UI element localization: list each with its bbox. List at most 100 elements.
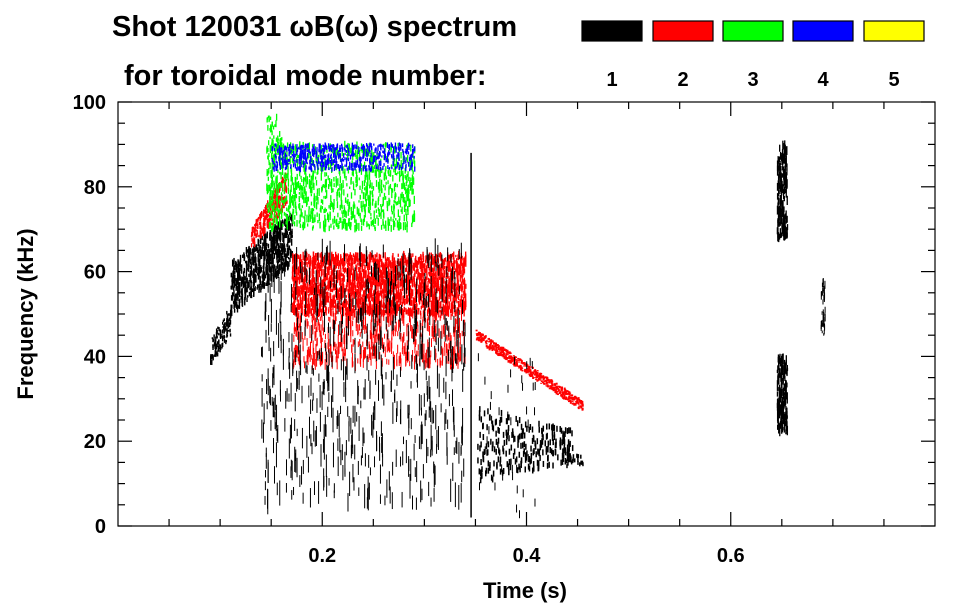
spectral-mark <box>246 263 248 270</box>
spectral-mark <box>263 282 266 289</box>
spectral-mark <box>365 148 368 151</box>
spectral-mark <box>338 221 340 225</box>
spectral-mark <box>301 178 303 183</box>
spectral-mark <box>276 164 279 168</box>
spectral-mark <box>455 286 458 291</box>
spectral-mark <box>371 182 373 189</box>
spectral-mark <box>391 144 394 148</box>
spectral-mark <box>215 336 217 340</box>
spectral-mark <box>346 167 348 171</box>
spectral-mark <box>276 180 278 185</box>
spectral-mark <box>342 283 345 290</box>
spectral-mark <box>364 258 367 263</box>
spectral-mark <box>249 249 252 255</box>
spectral-mark <box>409 285 412 290</box>
spectral-mark <box>345 150 347 153</box>
spectral-mark <box>329 143 331 147</box>
spectral-mark <box>258 283 260 291</box>
spectral-mark <box>258 269 260 278</box>
spectral-mark <box>325 307 328 311</box>
spectral-mark <box>359 156 362 162</box>
spectral-mark <box>277 148 279 153</box>
spectral-mark <box>403 154 405 161</box>
spectral-mark <box>309 152 312 159</box>
spectral-mark <box>397 226 400 230</box>
spectral-mark <box>373 210 375 219</box>
spectral-mark <box>419 287 421 292</box>
spectral-mark <box>266 223 268 228</box>
spectral-mark <box>452 297 454 303</box>
spectral-mark <box>312 251 315 259</box>
spectral-mark <box>342 287 344 296</box>
spectral-mark <box>330 271 332 279</box>
spectral-mark <box>395 286 397 292</box>
spectral-mark <box>349 287 351 293</box>
spectral-mark <box>281 172 284 175</box>
spectral-mark <box>420 279 423 288</box>
spectral-mark <box>312 160 314 166</box>
spectral-mark <box>318 262 321 268</box>
spectral-mark <box>242 254 244 258</box>
spectral-mark <box>438 276 441 280</box>
spectral-mark <box>316 192 318 201</box>
spectral-mark <box>459 274 461 282</box>
spectral-mark <box>214 339 216 343</box>
spectral-mark <box>366 262 369 271</box>
spectral-mark <box>254 258 256 261</box>
spectral-mark <box>398 146 400 151</box>
spectral-mark <box>366 287 368 291</box>
spectral-mark <box>351 211 353 220</box>
spectral-mark <box>436 255 438 263</box>
spectral-mark <box>325 179 327 188</box>
spectral-mark <box>351 163 353 168</box>
spectral-mark <box>273 155 276 159</box>
spectral-mark <box>324 162 327 166</box>
spectral-mark <box>322 256 324 265</box>
spectral-mark <box>344 175 346 179</box>
mode-4-activity <box>271 142 416 173</box>
spectral-mark <box>284 182 287 187</box>
spectral-mark <box>305 165 307 170</box>
spectral-mark <box>279 157 282 164</box>
spectral-mark <box>382 165 384 171</box>
spectral-mark <box>311 144 314 148</box>
spectral-mark <box>295 181 297 190</box>
spectral-mark <box>393 261 395 266</box>
spectral-mark <box>383 279 385 286</box>
spectral-mark <box>276 199 278 208</box>
spectral-mark <box>346 222 348 231</box>
spectral-mark <box>292 145 295 151</box>
spectral-mark <box>278 268 280 274</box>
spectral-mark <box>324 224 326 233</box>
spectral-mark <box>433 305 435 310</box>
spectral-mark <box>455 254 457 258</box>
spectral-mark <box>264 227 266 230</box>
spectral-mark <box>291 153 293 157</box>
spectral-mark <box>296 147 299 152</box>
spectral-mark <box>219 344 222 350</box>
spectral-mark <box>304 153 307 159</box>
spectral-mark <box>233 257 235 265</box>
spectral-mark <box>281 147 283 150</box>
spectral-mark <box>255 244 258 252</box>
spectral-mark <box>303 177 306 181</box>
spectral-mark <box>372 296 374 300</box>
spectral-mark <box>329 264 331 269</box>
spectral-mark <box>366 303 368 307</box>
spectral-mark <box>347 258 349 263</box>
spectral-mark <box>355 264 357 272</box>
spectral-mark <box>304 188 306 192</box>
spectral-mark <box>339 176 341 183</box>
spectral-mark <box>398 296 400 303</box>
spectral-mark <box>398 152 400 157</box>
spectral-mark <box>283 197 285 200</box>
spectral-mark <box>291 303 294 308</box>
spectral-mark <box>247 258 250 267</box>
spectral-mark <box>371 294 373 302</box>
spectral-mark <box>277 250 279 258</box>
spectral-mark <box>427 289 430 297</box>
spectral-mark <box>268 264 271 273</box>
spectral-mark <box>384 262 386 267</box>
spectral-mark <box>286 243 288 247</box>
spectral-mark <box>381 168 383 174</box>
